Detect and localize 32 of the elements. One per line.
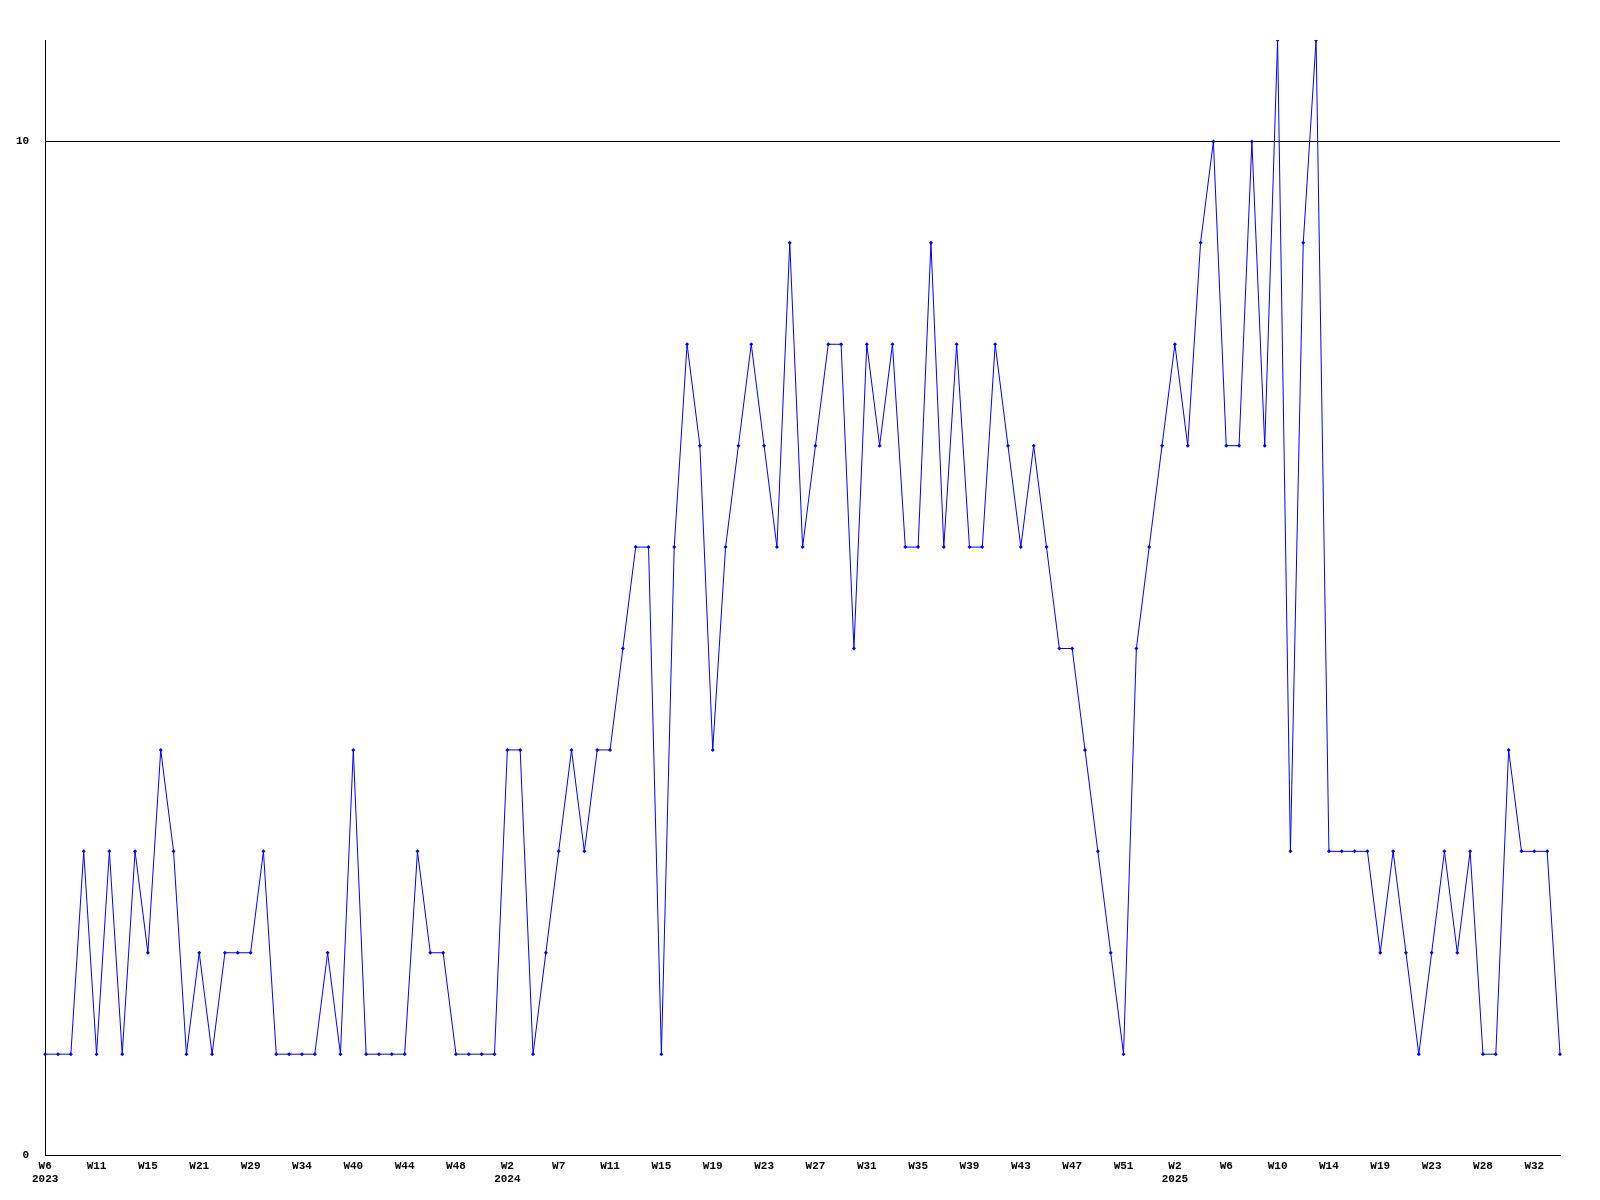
- x-tick-label: W47: [1062, 1159, 1083, 1172]
- x-tick-label: W51: [1113, 1159, 1134, 1172]
- x-tick-label: W34: [292, 1159, 313, 1172]
- x-tick-label: W6: [1219, 1159, 1233, 1172]
- x-tick-label: W32: [1524, 1159, 1545, 1172]
- x-tick-label: W2 2024: [494, 1159, 521, 1186]
- x-tick-label: W15: [651, 1159, 672, 1172]
- x-tick-label: W7: [552, 1159, 566, 1172]
- x-tick-label: W23: [1421, 1159, 1442, 1172]
- x-tick-label: W14: [1319, 1159, 1340, 1172]
- x-tick-label: W21: [189, 1159, 210, 1172]
- x-tick-label: W28: [1473, 1159, 1494, 1172]
- x-tick-label: W15: [137, 1159, 159, 1172]
- x-tick-label: W2 2025: [1161, 1159, 1189, 1186]
- x-tick-label: W39: [959, 1159, 980, 1172]
- x-tick-label: W43: [1010, 1159, 1032, 1172]
- x-tick-label: W23: [754, 1159, 775, 1172]
- x-tick-label: W10: [1267, 1159, 1288, 1172]
- y-tick-label: 0: [22, 1149, 30, 1162]
- x-tick-label: W35: [908, 1159, 929, 1172]
- x-tick-label: W31: [856, 1159, 878, 1172]
- x-tick-label: W40: [343, 1159, 364, 1172]
- x-tick-label: W29: [240, 1159, 261, 1172]
- x-tick-label: W19: [702, 1159, 723, 1172]
- x-tick-label: W44: [394, 1159, 415, 1172]
- x-tick-label: W6 2023: [32, 1159, 59, 1186]
- x-tick-label: W27: [805, 1159, 826, 1172]
- x-tick-label: W11: [600, 1159, 621, 1172]
- x-tick-label: W11: [86, 1159, 107, 1172]
- x-tick-label: W19: [1370, 1159, 1391, 1172]
- x-tick-label: W48: [446, 1159, 467, 1172]
- y-tick-label: 10: [16, 135, 30, 148]
